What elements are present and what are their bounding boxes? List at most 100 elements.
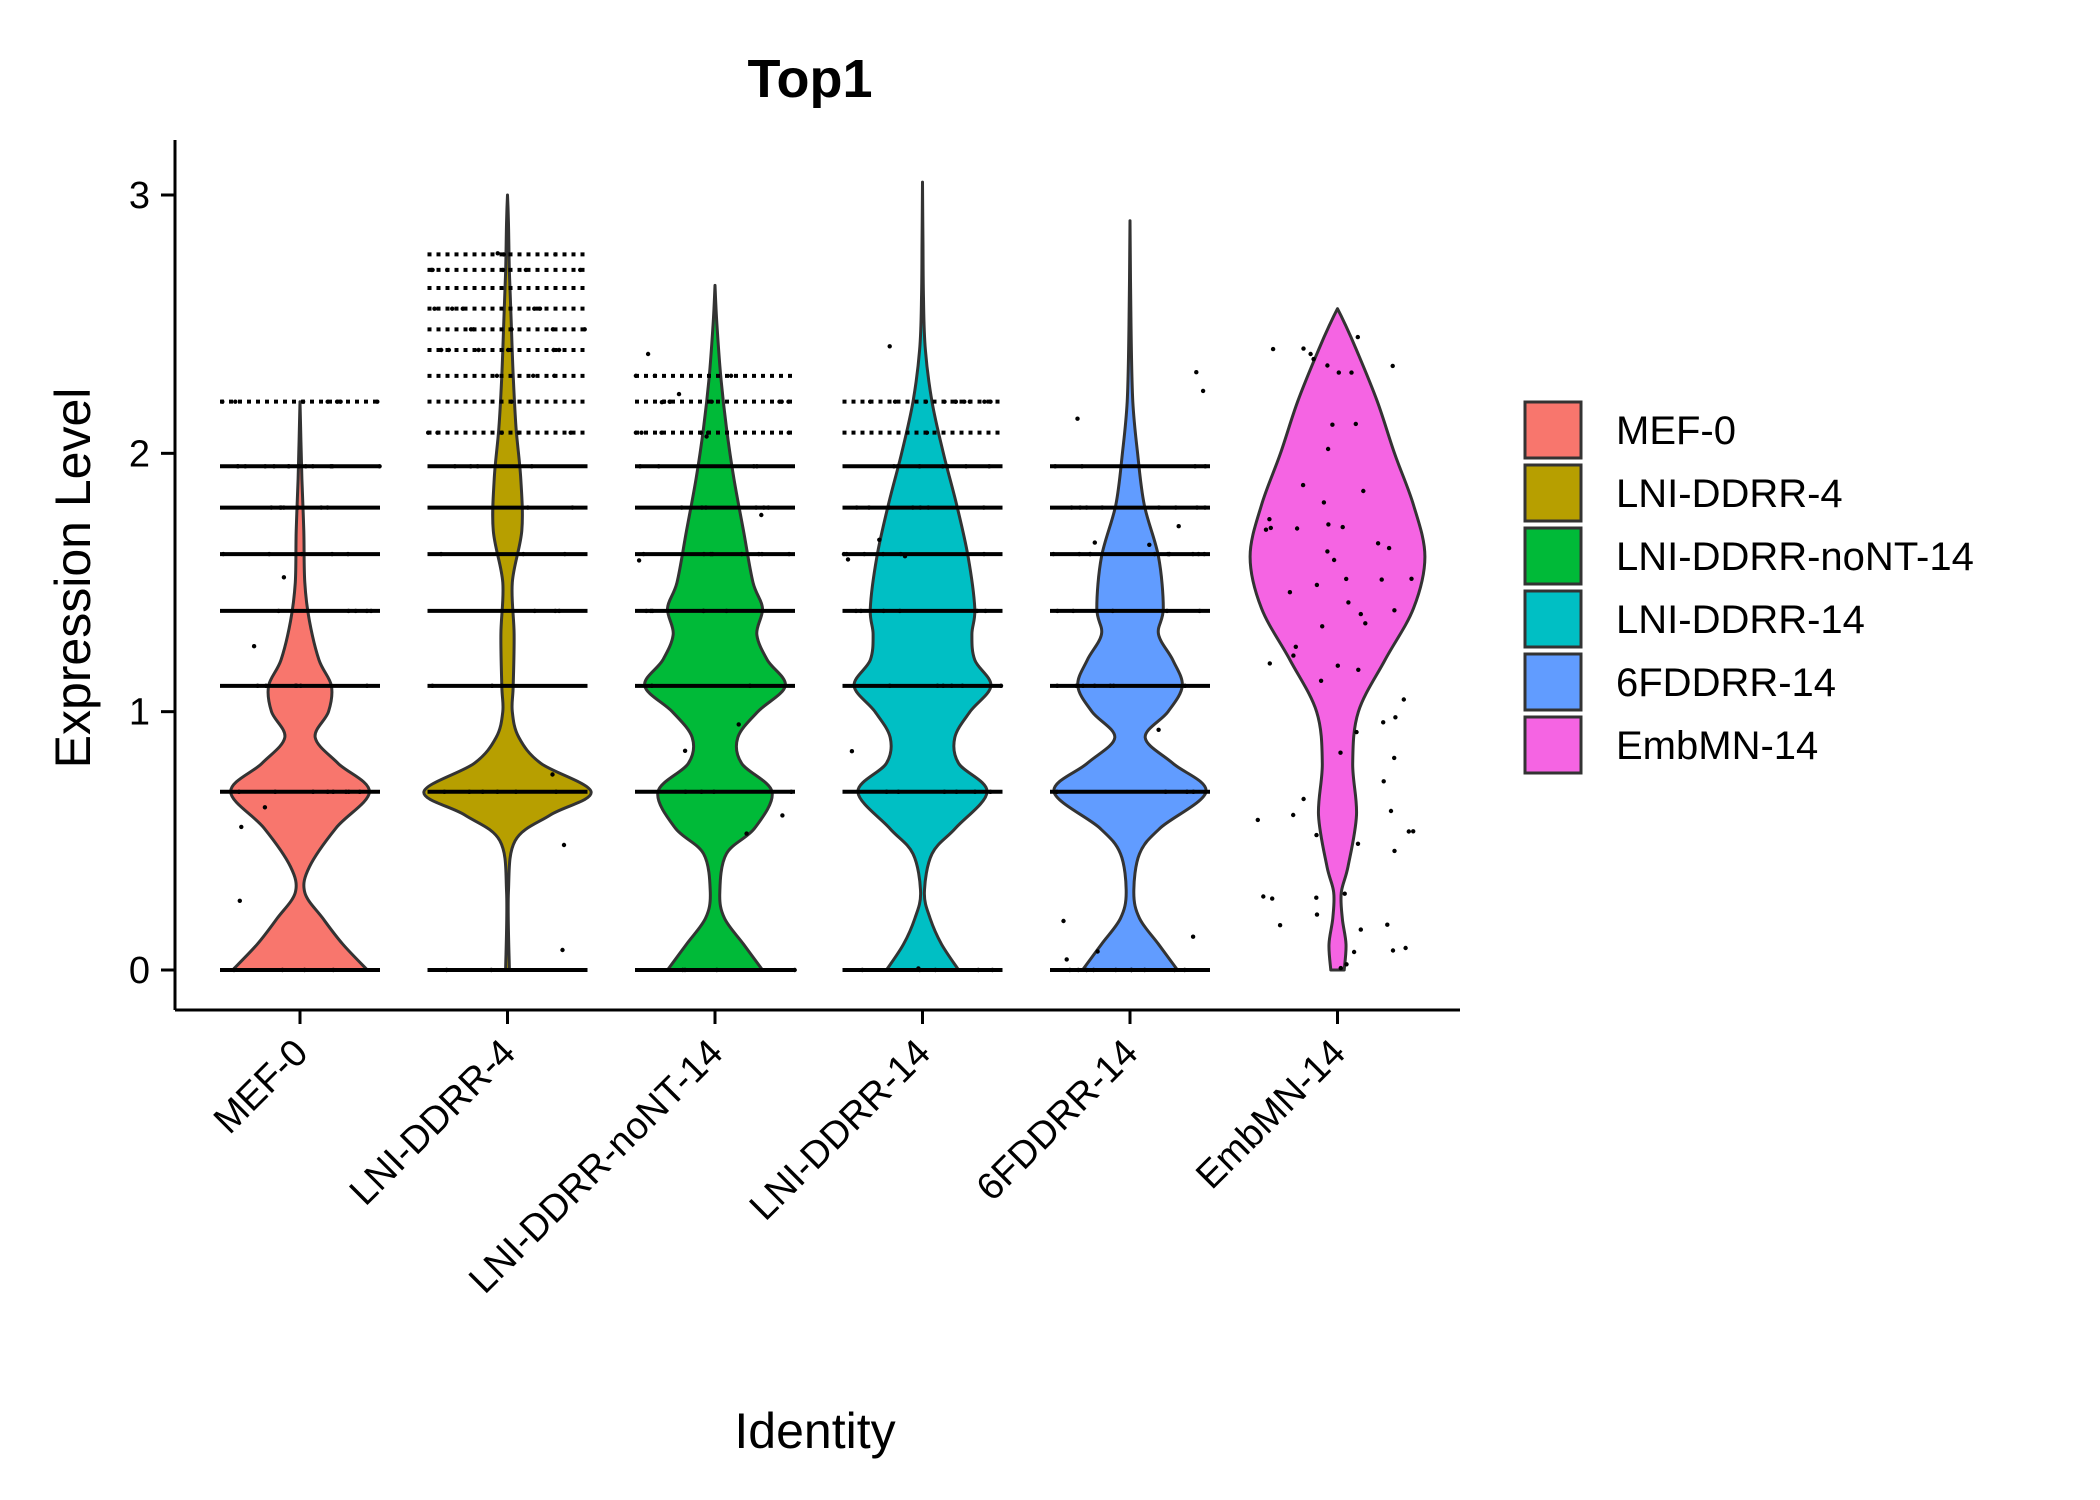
x-axis-label: Identity xyxy=(734,1403,895,1459)
data-point xyxy=(1388,808,1394,814)
y-tick-label: 3 xyxy=(129,175,150,217)
data-point xyxy=(262,805,268,810)
data-point xyxy=(237,898,242,903)
data-point xyxy=(644,608,649,614)
data-point xyxy=(1076,967,1081,973)
data-point xyxy=(777,399,782,404)
data-point xyxy=(1074,683,1079,688)
data-point xyxy=(1051,551,1056,557)
data-point xyxy=(1067,967,1073,973)
data-point xyxy=(949,683,954,688)
data-point xyxy=(310,789,316,794)
data-point xyxy=(724,608,729,614)
data-point xyxy=(844,551,849,557)
data-point xyxy=(705,430,711,435)
data-point xyxy=(1386,545,1392,551)
legend-swatch xyxy=(1523,715,1583,775)
data-point xyxy=(1129,967,1134,973)
data-point xyxy=(1080,683,1086,688)
data-point xyxy=(276,608,281,614)
data-point xyxy=(267,551,272,557)
data-point xyxy=(954,789,959,794)
data-point xyxy=(537,306,543,311)
data-point xyxy=(1156,727,1161,732)
data-point xyxy=(243,464,248,469)
data-point xyxy=(1403,945,1408,951)
jitter-points-1 xyxy=(426,251,587,973)
data-point xyxy=(1100,505,1105,510)
data-point xyxy=(789,789,794,794)
jitter-points-0 xyxy=(220,399,382,973)
data-point xyxy=(494,373,500,378)
legend-item: LNI-DDRR-4 xyxy=(1523,463,1843,523)
data-point xyxy=(1325,549,1330,554)
data-point xyxy=(281,575,287,580)
data-point xyxy=(1381,779,1386,784)
data-point xyxy=(792,967,797,973)
data-point xyxy=(556,347,562,353)
data-point xyxy=(500,267,506,273)
data-point xyxy=(430,683,435,688)
data-point xyxy=(858,608,864,614)
data-point xyxy=(652,373,658,378)
data-point xyxy=(1077,551,1082,557)
data-point xyxy=(711,789,717,794)
data-point xyxy=(263,683,269,688)
data-point xyxy=(303,464,308,469)
data-point xyxy=(231,967,237,973)
data-point xyxy=(1053,464,1058,469)
data-point xyxy=(509,399,514,404)
data-point xyxy=(759,551,765,557)
data-point xyxy=(756,551,761,557)
data-point xyxy=(532,306,537,311)
data-point xyxy=(499,430,504,435)
data-point xyxy=(1164,608,1170,614)
data-point xyxy=(786,399,791,404)
data-point xyxy=(293,683,298,688)
data-point xyxy=(896,789,901,794)
legend: MEF-0 LNI-DDRR-4 LNI-DDRR-noNT-14 LNI-DDRR-… xyxy=(1523,400,1974,775)
violin-group-2 xyxy=(633,283,797,973)
violin-2 xyxy=(643,283,787,972)
data-point xyxy=(1301,796,1306,802)
violin-3 xyxy=(852,180,993,972)
data-point xyxy=(495,251,500,256)
data-point xyxy=(578,267,583,273)
data-point xyxy=(452,464,458,469)
data-point xyxy=(1267,661,1273,666)
data-point xyxy=(269,505,274,510)
data-point xyxy=(1267,517,1272,522)
data-point xyxy=(1172,967,1177,973)
data-point xyxy=(679,505,684,510)
data-point xyxy=(649,683,654,688)
data-point xyxy=(1079,464,1085,469)
data-point xyxy=(699,789,704,794)
data-point xyxy=(1301,346,1306,351)
data-point xyxy=(1353,421,1359,427)
data-point xyxy=(1184,789,1190,794)
data-point xyxy=(1314,832,1319,838)
plot-area xyxy=(220,180,1427,973)
data-point xyxy=(325,789,330,794)
data-point xyxy=(329,551,335,557)
data-point xyxy=(468,464,473,469)
data-point xyxy=(895,464,900,469)
data-point xyxy=(1055,608,1060,614)
data-point xyxy=(1200,388,1206,394)
data-point xyxy=(562,551,567,557)
data-point xyxy=(255,683,260,688)
data-point xyxy=(862,551,867,557)
data-point xyxy=(1308,351,1313,357)
data-point xyxy=(429,267,434,273)
data-point xyxy=(1338,965,1344,971)
data-point xyxy=(1294,526,1300,531)
data-point xyxy=(568,430,573,435)
data-point xyxy=(988,399,993,404)
data-point xyxy=(751,464,756,469)
data-point xyxy=(1314,895,1319,900)
y-tick-label: 0 xyxy=(129,950,150,992)
data-point xyxy=(1163,789,1168,794)
data-point xyxy=(552,373,557,378)
data-point xyxy=(553,789,559,794)
